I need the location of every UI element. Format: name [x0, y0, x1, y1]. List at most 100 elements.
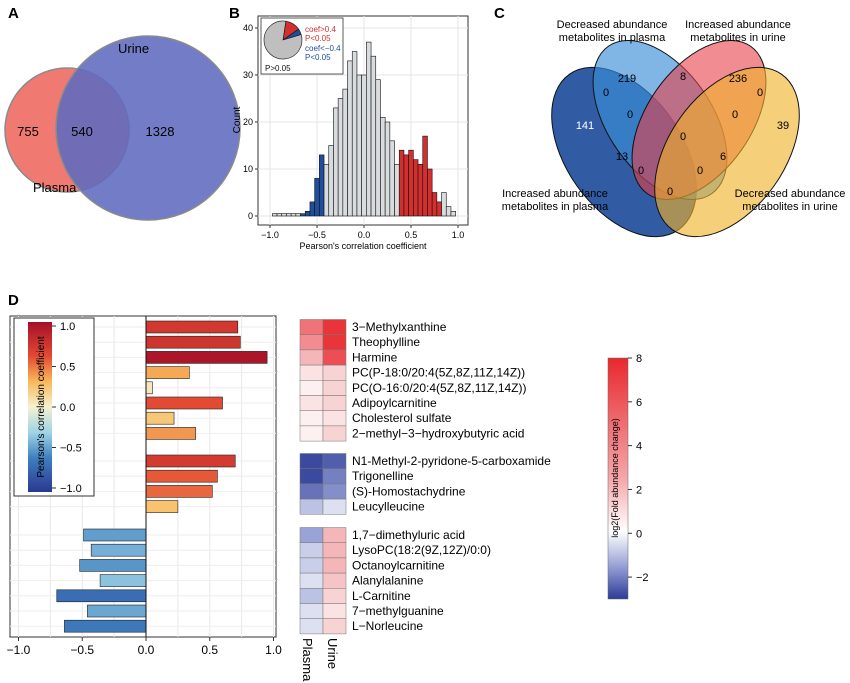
histogram-bar	[281, 213, 287, 217]
venn-count-urine-only: 1328	[146, 124, 175, 139]
heatmap-cell	[299, 542, 324, 559]
bar-plot-x-tick-label: −1.0	[7, 643, 31, 657]
inset-neg-line-2: P<0.05	[305, 53, 331, 62]
heatmap-row-label: Octanoylcarnitine	[352, 558, 445, 572]
heatmap-cell	[322, 572, 347, 589]
venn4-label-inc-plasma-1: Increased abundance	[502, 188, 608, 200]
heatmap-row-label: LysoPC(18:2(9Z,12Z)/0:0)	[352, 543, 491, 557]
correlation-bar	[145, 469, 218, 483]
heatmap-cell	[299, 349, 324, 366]
heatmap-cell	[322, 498, 347, 515]
correlation-bar	[64, 619, 147, 633]
bar-plot-x-tick-label: 0.5	[201, 643, 218, 657]
heatmap-row-label: 7−methylguanine	[352, 604, 444, 618]
heatmap-cell	[322, 588, 347, 604]
histogram-bar	[361, 74, 367, 217]
correlation-bar	[145, 500, 179, 513]
heatmap-cell	[322, 557, 347, 574]
correlation-bar	[56, 589, 147, 603]
correlation-bar	[83, 528, 147, 542]
venn4-count-blue-only: 141	[576, 120, 594, 132]
inset-neg-line-1: coef<−0.4	[305, 44, 341, 53]
histogram-bars	[272, 41, 456, 217]
correlation-bar	[145, 411, 175, 425]
histogram-bar	[422, 135, 428, 217]
heatmap-cell	[322, 542, 347, 559]
venn4-label-inc-urine-1: Increased abundance	[685, 19, 791, 31]
histogram-x-label: Pearson's correlation coefficient	[299, 241, 427, 251]
correlation-bar	[99, 574, 147, 587]
heatmap-row-label: L-Carnitine	[352, 589, 411, 603]
heatmap-cell	[299, 618, 324, 635]
heatmap-cell	[299, 395, 324, 411]
fold-change-colorbar-tick-label: 0	[636, 528, 642, 540]
histogram-bar	[328, 145, 334, 217]
venn-urine-circle	[55, 35, 241, 221]
histogram-y-tick-label: 40	[243, 23, 253, 33]
venn4-count-lightblue-red: 8	[680, 71, 686, 83]
fold-change-colorbar-title: log2(Fold abundance change)	[610, 418, 620, 538]
correlation-colorbar-tick-label: 0.5	[60, 362, 75, 374]
histogram-bar	[295, 213, 301, 217]
histogram-bar	[319, 154, 325, 217]
correlation-bar	[145, 351, 268, 364]
inset-pos-line-2: P<0.05	[305, 34, 331, 43]
heatmap-cell	[322, 425, 347, 442]
heatmap-cell	[322, 334, 347, 351]
inset-pie	[263, 20, 303, 60]
heatmap-cell	[322, 468, 347, 485]
correlation-bar	[145, 454, 236, 468]
heatmap-cell	[299, 334, 324, 351]
heatmap-row-label: Theophylline	[352, 335, 420, 349]
venn4-label-dec-plasma-2: metabolites in plasma	[559, 32, 666, 44]
heatmap-col-urine: Urine	[325, 638, 340, 669]
panel-b: B 0 10 20 30 40 −1.0 −0.5 0.0 0.5 1.0 Pearson's …	[229, 5, 469, 251]
venn4-count-center: 0	[680, 131, 686, 143]
histogram-bar	[441, 192, 447, 217]
heatmap-cell	[299, 603, 324, 619]
venn4-count-yellow-only: 39	[777, 120, 789, 132]
heatmap-cell	[322, 483, 347, 500]
heatmap-cell	[299, 557, 324, 574]
histogram-bar	[337, 98, 344, 217]
heatmap-cell	[299, 319, 324, 335]
histogram-bar	[276, 213, 283, 217]
heatmap-row-label: 1,7−dimethyluric acid	[352, 528, 465, 542]
correlation-bar	[90, 543, 147, 557]
heatmap-row-label: Harmine	[352, 350, 398, 364]
histogram-bar	[304, 211, 311, 217]
histogram-bar	[445, 206, 452, 217]
panel-c: C Decreased abundance metabolites in pla…	[494, 5, 845, 238]
venn4-label-inc-plasma-2: metabolites in plasma	[502, 201, 609, 213]
bar-plot-x-ticks: −1.0 −0.5 0.0 0.5 1.0	[7, 637, 282, 657]
venn4-count-blue-red: 13	[616, 151, 628, 163]
histogram-x-tick-label: 0.5	[405, 230, 418, 240]
heatmap-cell	[299, 588, 324, 604]
fold-change-colorbar-tick-label: 4	[636, 441, 642, 453]
venn4-dec-urine-ellipse	[654, 66, 800, 238]
histogram-y-tick-label: 0	[248, 211, 253, 221]
heatmap-row-label: Cholesterol sulfate	[352, 411, 452, 425]
venn4-count-blue-lightblue: 0	[603, 87, 609, 99]
bar-plot-x-tick-label: −0.5	[70, 643, 94, 657]
inset-pos-line-1: coef>0.4	[305, 25, 336, 34]
heatmap-cell	[322, 410, 347, 427]
histogram-x-tick-label: −0.5	[308, 230, 326, 240]
panel-label-d: D	[8, 292, 19, 309]
histogram-bar	[408, 149, 414, 217]
histogram-x-tick-label: 1.0	[452, 230, 465, 240]
heatmap-cell	[322, 603, 347, 619]
histogram-bar	[351, 51, 358, 217]
histogram-bar	[450, 211, 456, 217]
venn4-count-red-yellow: 0	[757, 87, 763, 99]
fold-change-colorbar-tick-label: 8	[636, 353, 642, 365]
fold-change-colorbar-ticks: 8 6 4 2 0 −2	[628, 353, 649, 584]
heatmap-cell	[299, 498, 324, 515]
heatmap-row-label: PC(O-16:0/20:4(5Z,8Z,11Z,14Z))	[352, 381, 527, 395]
heatmap-cell	[322, 364, 347, 381]
correlation-bar	[145, 335, 241, 349]
venn-count-plasma-only: 755	[17, 124, 39, 139]
venn4-label-dec-urine-2: metabolites in urine	[742, 201, 837, 213]
histogram-bar	[286, 213, 292, 217]
correlation-colorbar-tick-label: 1.0	[60, 321, 75, 333]
